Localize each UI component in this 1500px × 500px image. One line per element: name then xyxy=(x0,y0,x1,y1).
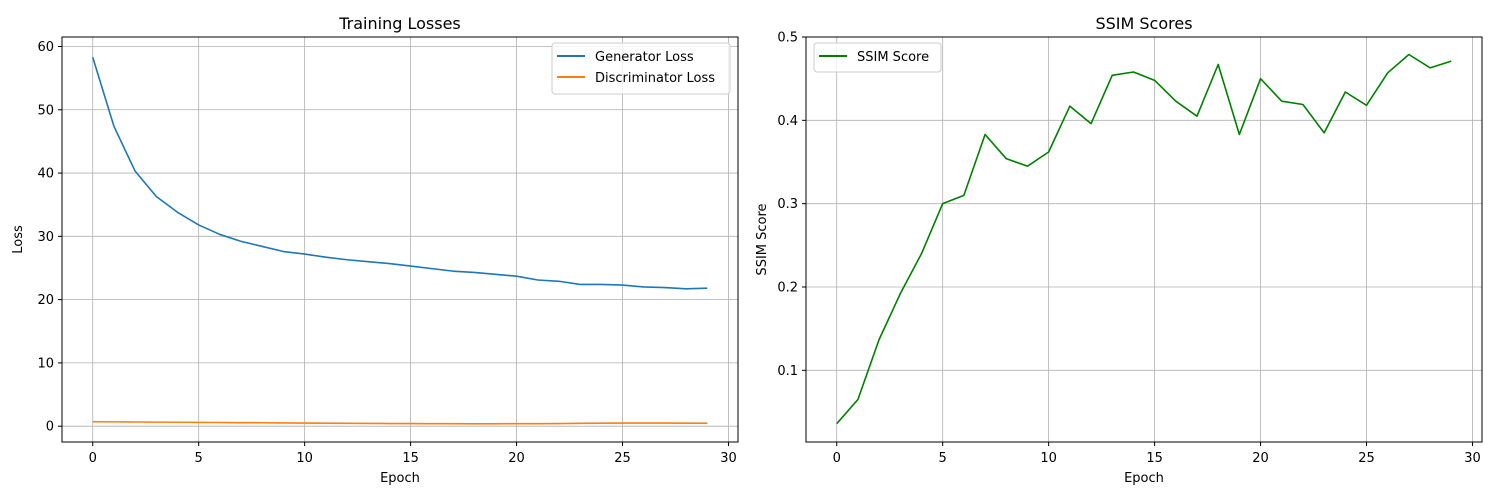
training-losses-legend-box xyxy=(551,42,731,95)
ssim-scores-grid xyxy=(806,36,1482,442)
series-line-generator-loss xyxy=(91,57,708,290)
ssim-scores-plot-frame xyxy=(805,36,1483,443)
ssim-scores-x-tick-label: 30 xyxy=(1464,451,1481,466)
ssim-scores-title: SSIM Scores xyxy=(1095,14,1192,33)
training-losses-plot-frame xyxy=(61,36,739,443)
training-losses-x-tick-label: 0 xyxy=(89,451,97,466)
ssim-scores-x-tick-label: 10 xyxy=(1040,451,1057,466)
training-losses-lines xyxy=(91,57,708,425)
ssim-scores-x-tick-label: 5 xyxy=(939,451,947,466)
legend-label-generator-loss: Generator Loss xyxy=(595,50,694,65)
training-losses-x-tick-label: 15 xyxy=(402,451,419,466)
ssim-scores-legend: SSIM Score xyxy=(813,42,942,73)
training-losses-title: Training Losses xyxy=(338,14,461,33)
ssim-scores-chart: 0 5 10 15 20 25 300.10.20.30.40.5 SSIM Scores … xyxy=(755,14,1483,486)
training-losses-y-axis-label: Loss xyxy=(11,225,26,254)
ssim-scores-ticks: 0 5 10 15 20 25 30 0.1 0.2 0.3 0.4 0.5 xyxy=(777,31,1480,467)
series-line-discriminator-loss xyxy=(92,420,708,425)
training-losses-y-tick-label: 60 xyxy=(37,40,54,55)
training-losses-y-tick-label: 50 xyxy=(37,103,54,118)
ssim-scores-legend-box xyxy=(813,42,942,73)
ssim-scores-y-tick-label: 0.3 xyxy=(777,197,798,212)
ssim-scores-y-tick-label: 0.1 xyxy=(777,364,798,379)
training-losses-chart: 0 5 10 15 20 25 30 0 10 20 30 40 50 60 Training Losse… xyxy=(11,14,739,486)
training-losses-y-tick-label: 10 xyxy=(37,356,54,371)
ssim-scores-x-axis-label: Epoch xyxy=(1124,471,1164,486)
ssim-scores-y-tick-label: 0.5 xyxy=(777,31,798,46)
training-losses-x-axis-label: Epoch xyxy=(380,471,420,486)
training-losses-y-tick-label: 40 xyxy=(37,167,54,182)
ssim-scores-y-axis-label: SSIM Score xyxy=(755,203,770,275)
training-losses-legend: Generator Loss Discriminator Loss xyxy=(551,42,731,95)
training-losses-ticks: 0 5 10 15 20 25 30 0 10 20 30 40 50 60 xyxy=(37,40,736,466)
ssim-scores-x-tick-label: 20 xyxy=(1252,451,1269,466)
ssim-scores-lines xyxy=(836,53,1452,425)
ssim-scores-y-tick-label: 0.2 xyxy=(777,281,798,296)
legend-label-ssim-score: SSIM Score xyxy=(857,50,929,65)
training-losses-y-tick-label: 30 xyxy=(37,230,54,245)
training-losses-y-tick-label: 0 xyxy=(46,420,54,435)
training-losses-x-tick-label: 30 xyxy=(720,451,737,466)
training-losses-x-tick-label: 10 xyxy=(296,451,313,466)
ssim-scores-y-tick-label: 0.4 xyxy=(777,114,798,129)
training-losses-x-tick-label: 25 xyxy=(614,451,631,466)
ssim-scores-x-tick-label: 0 xyxy=(833,451,841,466)
ssim-scores-x-tick-label: 25 xyxy=(1358,451,1375,466)
training-losses-y-tick-label: 20 xyxy=(37,293,54,308)
training-losses-x-tick-label: 20 xyxy=(508,451,525,466)
series-line-ssim-score xyxy=(836,53,1452,425)
ssim-scores-x-tick-label: 15 xyxy=(1146,451,1163,466)
training-losses-x-tick-label: 5 xyxy=(195,451,203,466)
legend-label-discriminator-loss: Discriminator Loss xyxy=(595,71,715,86)
